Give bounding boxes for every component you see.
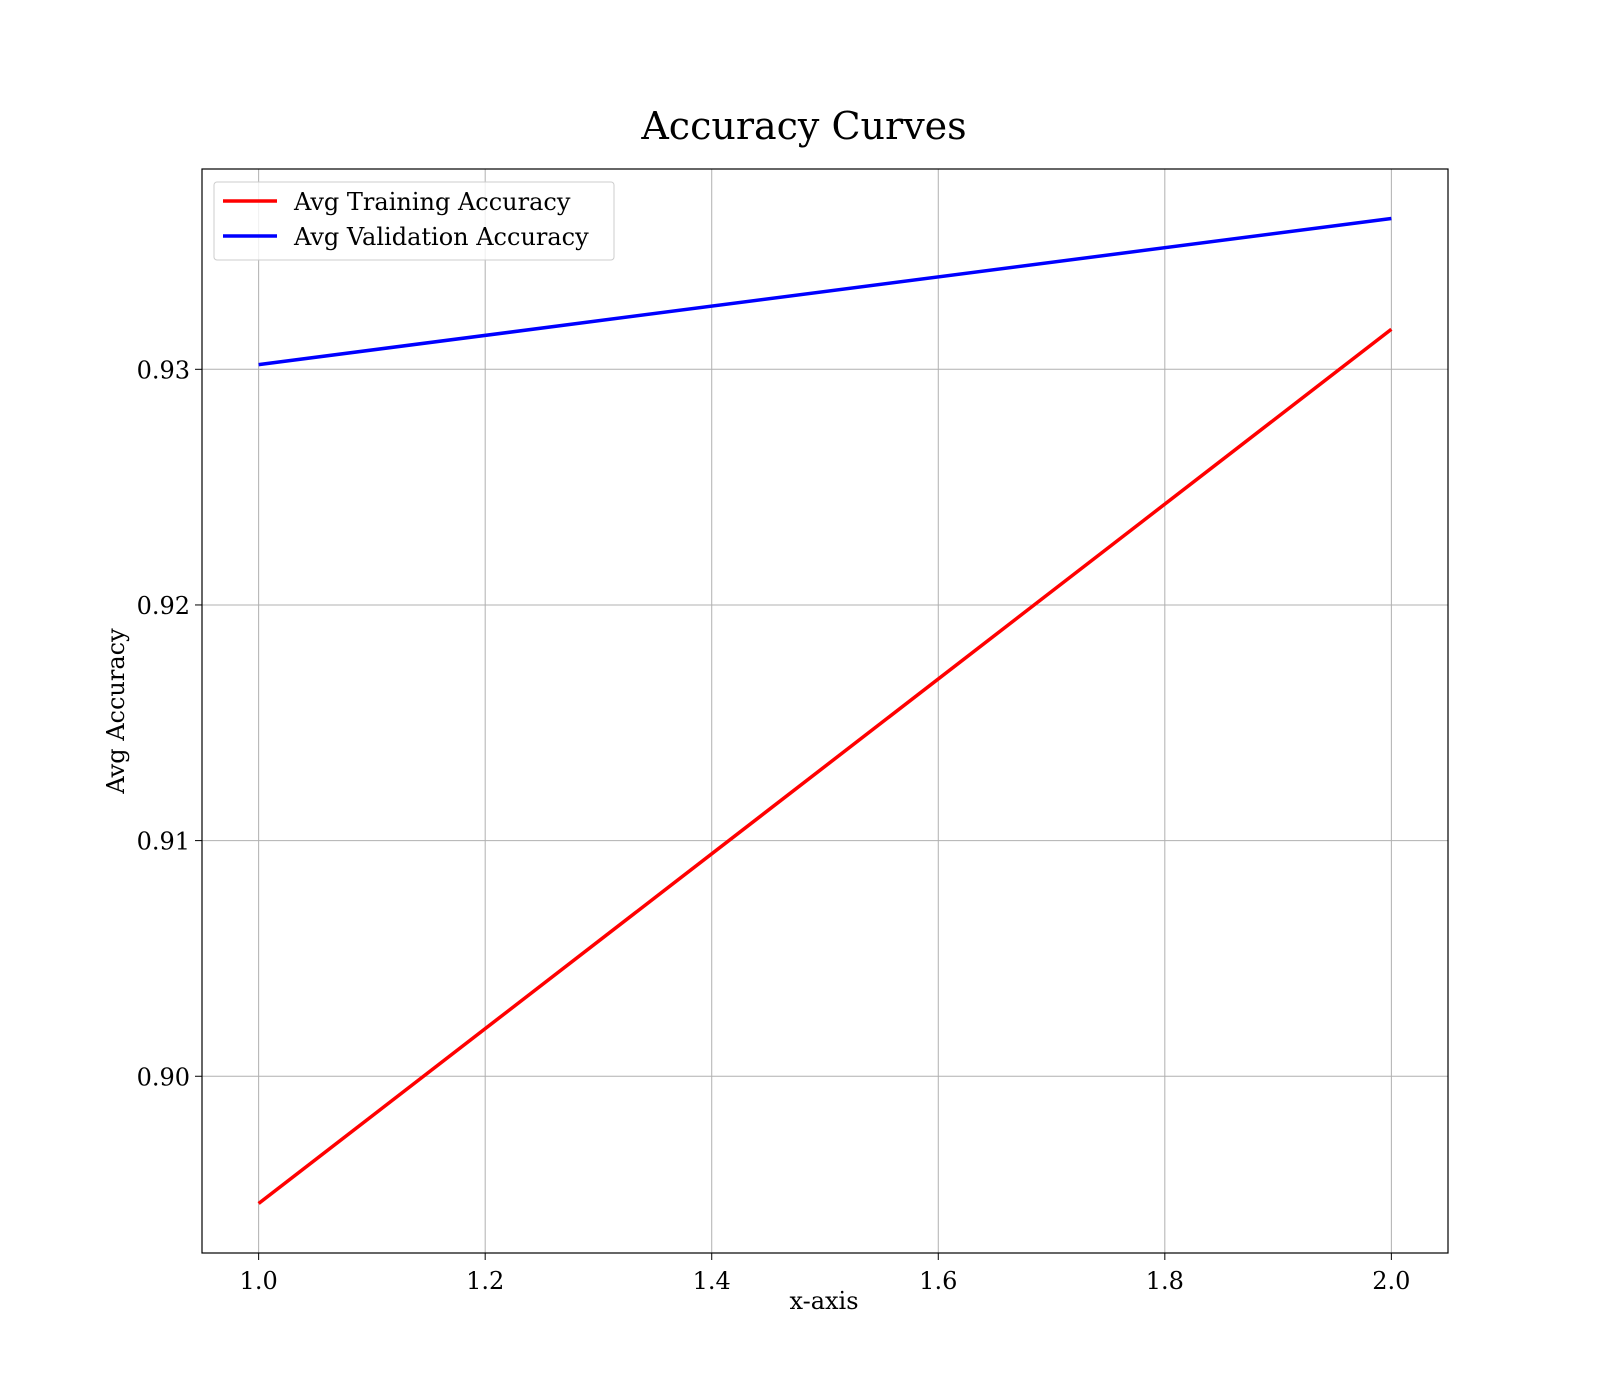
plot-frame xyxy=(201,168,1449,1254)
x-tick-label: 1.8 xyxy=(1146,1267,1184,1295)
legend-box xyxy=(213,181,615,261)
x-tick-label: 1.2 xyxy=(466,1267,504,1295)
x-tick-label: 1.6 xyxy=(919,1267,957,1295)
axis-ticks: 1.0 1.2 1.4 1.6 1.8 2.0 0.90 0.91 0.92 0.93 xyxy=(137,356,1411,1295)
legend-label-training: Avg Training Accuracy xyxy=(293,188,571,216)
series-line-training xyxy=(257,327,1393,1205)
x-tick-label: 2.0 xyxy=(1372,1267,1410,1295)
legend: Avg Training Accuracy Avg Validation Acc… xyxy=(213,181,615,261)
y-tick-label: 0.92 xyxy=(137,592,190,620)
y-tick-label: 0.90 xyxy=(137,1063,190,1091)
series-line-validation xyxy=(258,216,1392,367)
series-lines xyxy=(257,216,1393,1205)
chart-title: Accuracy Curves xyxy=(640,104,966,148)
legend-label-validation: Avg Validation Accuracy xyxy=(293,223,589,251)
y-axis-label: Avg Accuracy xyxy=(102,628,130,795)
grid-lines xyxy=(202,169,1448,1253)
y-tick-label: 0.93 xyxy=(137,356,190,384)
x-axis-label: x-axis xyxy=(789,1287,858,1315)
y-tick-label: 0.91 xyxy=(137,828,190,856)
x-tick-label: 1.4 xyxy=(693,1267,731,1295)
x-tick-label: 1.0 xyxy=(240,1267,278,1295)
